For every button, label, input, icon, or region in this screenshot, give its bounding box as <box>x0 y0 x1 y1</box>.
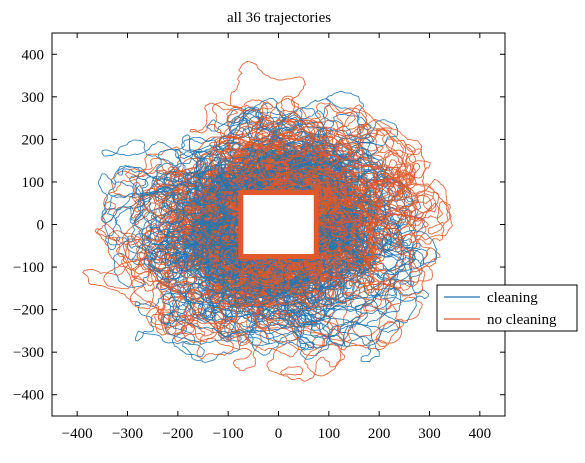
y-tick-label: −300 <box>13 345 44 361</box>
y-axis: −400 −300 −200 −100 0 100 200 300 400 <box>13 47 505 404</box>
trajectory-cleaning <box>147 129 421 347</box>
trajectory-no-cleaning <box>82 200 392 382</box>
x-tick-label: 400 <box>469 426 492 442</box>
trajectory-layer <box>82 60 453 382</box>
obstacle-square <box>238 190 319 259</box>
trajectory-no-cleaning <box>206 153 384 298</box>
x-tick-label: 100 <box>318 426 341 442</box>
legend-box <box>436 284 578 332</box>
legend: cleaning no cleaning <box>436 284 578 332</box>
legend-label-no-cleaning: no cleaning <box>487 312 557 328</box>
x-tick-label: 300 <box>418 426 441 442</box>
x-tick-label: −300 <box>112 426 143 442</box>
x-tick-label: 0 <box>275 426 283 442</box>
y-tick-label: 300 <box>22 90 45 106</box>
x-tick-label: −100 <box>213 426 244 442</box>
y-tick-label: −400 <box>13 388 44 404</box>
y-tick-label: −200 <box>13 303 44 319</box>
x-tick-label: −200 <box>162 426 193 442</box>
y-tick-label: 400 <box>22 47 45 63</box>
y-tick-label: 100 <box>22 175 45 191</box>
y-tick-label: 0 <box>37 218 45 234</box>
x-tick-label: 200 <box>368 426 391 442</box>
chart-title: all 36 trajectories <box>227 10 331 26</box>
y-tick-label: −100 <box>13 260 44 276</box>
legend-label-cleaning: cleaning <box>487 290 538 306</box>
trajectory-no-cleaning <box>235 95 453 303</box>
x-tick-label: −400 <box>62 426 93 442</box>
y-tick-label: 200 <box>22 132 45 148</box>
x-axis: −400 −300 −200 −100 0 100 200 300 400 <box>62 33 491 442</box>
trajectory-no-cleaning <box>158 124 385 315</box>
